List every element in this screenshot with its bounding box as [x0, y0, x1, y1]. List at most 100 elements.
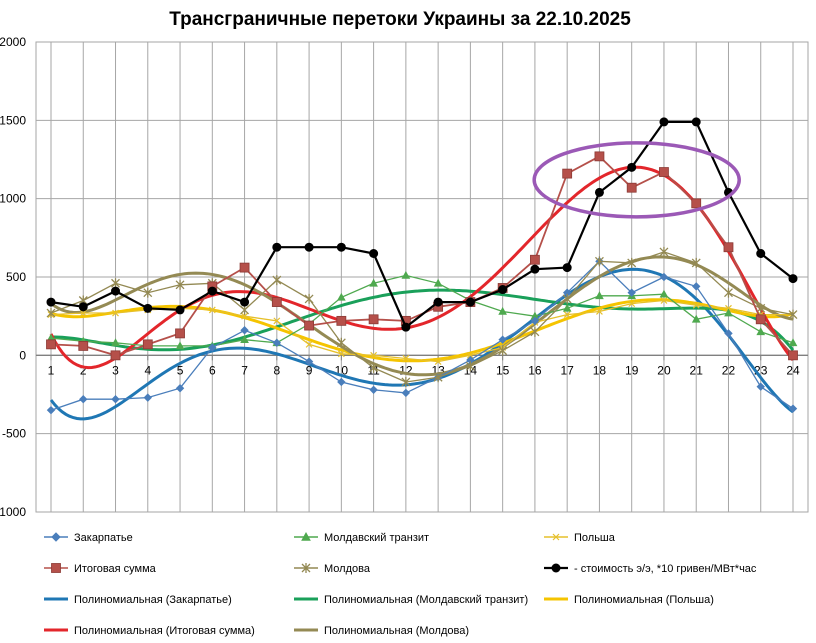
- chart-title: Трансграничные перетоки Украины за 22.10…: [169, 9, 631, 30]
- data-point: [756, 382, 765, 391]
- x-tick-label: 19: [625, 363, 639, 377]
- y-tick-label: 1000: [0, 192, 26, 206]
- x-tick-label: 17: [560, 363, 574, 377]
- data-point: [304, 357, 314, 366]
- highlight-ellipse: [532, 141, 741, 219]
- chart-axes: -1000-5000500100015002000123456789101112…: [0, 35, 808, 519]
- data-point: [304, 242, 314, 252]
- data-point: [272, 275, 282, 286]
- data-point: [594, 256, 604, 267]
- data-point: [337, 377, 346, 387]
- x-tick-label: 15: [496, 363, 510, 377]
- data-point: [78, 302, 88, 312]
- x-tick-label: 20: [657, 363, 671, 377]
- legend-label: Полиномиальная (Молдавский транзит): [324, 594, 528, 606]
- legend-item: Итоговая сумма: [44, 563, 157, 575]
- data-point: [239, 262, 250, 273]
- legend-label: Закарпатье: [74, 532, 133, 544]
- x-tick-label: 3: [112, 363, 119, 377]
- data-point: [498, 335, 507, 344]
- data-point: [433, 297, 443, 307]
- data-point: [626, 182, 637, 193]
- data-point: [659, 246, 669, 257]
- x-tick-label: 1: [48, 363, 55, 377]
- data-point: [725, 304, 732, 312]
- data-point: [692, 301, 700, 309]
- legend-label: Полиномиальная (Молдова): [324, 625, 469, 637]
- chart-grid: [35, 41, 809, 513]
- legend-item: Полиномиальная (Закарпатье): [44, 594, 232, 606]
- x-tick-label: 21: [690, 363, 704, 377]
- data-point: [370, 351, 378, 359]
- x-tick-label: 16: [528, 363, 542, 377]
- data-point: [498, 345, 508, 356]
- data-point: [659, 272, 669, 282]
- data-point: [788, 338, 798, 347]
- data-point: [271, 297, 282, 307]
- data-point: [208, 306, 216, 314]
- series-line: [50, 274, 794, 347]
- data-point: [465, 297, 475, 307]
- data-point: [79, 394, 88, 404]
- data-point: [240, 335, 249, 343]
- x-tick-label: 4: [144, 363, 151, 377]
- x-tick-label: 22: [722, 363, 736, 377]
- data-point: [207, 286, 217, 296]
- data-point: [369, 362, 379, 373]
- legend-item: Молдавский транзит: [294, 531, 429, 544]
- data-point: [305, 340, 313, 348]
- data-point: [369, 249, 379, 258]
- legend-item: Полиномиальная (Молдова): [294, 625, 469, 637]
- legend-label: - стоимость э/э, *10 гривен/МВт*час: [574, 563, 757, 575]
- x-tick-label: 7: [241, 363, 248, 377]
- data-point: [434, 358, 442, 366]
- data-point: [788, 350, 798, 361]
- data-point: [433, 372, 443, 383]
- legend-item: Молдова: [294, 563, 371, 575]
- data-point: [368, 314, 379, 325]
- data-point: [240, 304, 250, 315]
- data-point: [552, 533, 560, 541]
- data-point: [595, 291, 604, 300]
- data-point: [627, 257, 637, 268]
- data-point: [111, 394, 120, 404]
- data-point: [51, 563, 61, 573]
- data-point: [110, 350, 121, 361]
- data-point: [659, 167, 669, 177]
- data-point: [273, 317, 281, 325]
- data-point: [401, 270, 411, 279]
- y-tick-label: -500: [2, 427, 26, 441]
- data-point: [691, 257, 701, 268]
- data-point: [175, 305, 185, 315]
- x-tick-label: 8: [273, 363, 280, 377]
- data-point: [46, 297, 56, 307]
- data-point: [51, 532, 61, 542]
- data-point: [175, 328, 185, 339]
- data-point: [530, 264, 540, 274]
- legend-label: Полиномиальная (Закарпатье): [74, 594, 232, 606]
- y-tick-label: 2000: [0, 35, 26, 49]
- data-series: [46, 117, 798, 415]
- data-point: [551, 563, 561, 573]
- legend-item: Польша: [544, 532, 616, 544]
- data-point: [627, 162, 637, 172]
- data-point: [465, 361, 475, 372]
- data-point: [433, 278, 443, 287]
- data-point: [272, 242, 282, 252]
- data-point: [628, 300, 636, 308]
- x-tick-label: 5: [177, 363, 184, 377]
- data-point: [788, 309, 798, 320]
- data-point: [692, 282, 701, 291]
- legend-label: Итоговая сумма: [74, 563, 157, 575]
- data-point: [724, 329, 733, 338]
- data-point: [111, 338, 120, 347]
- data-point: [142, 339, 153, 350]
- data-point: [175, 384, 185, 393]
- data-point: [369, 385, 378, 395]
- legend-label: Полиномиальная (Польша): [574, 594, 714, 606]
- data-point: [301, 563, 311, 573]
- chart-legend: Закарпатье Молдавский транзит Польша Итогов…: [44, 531, 757, 637]
- legend-item: Полиномиальная (Итоговая сумма): [44, 625, 255, 637]
- data-point: [46, 339, 56, 350]
- chart-annotations: [532, 141, 741, 219]
